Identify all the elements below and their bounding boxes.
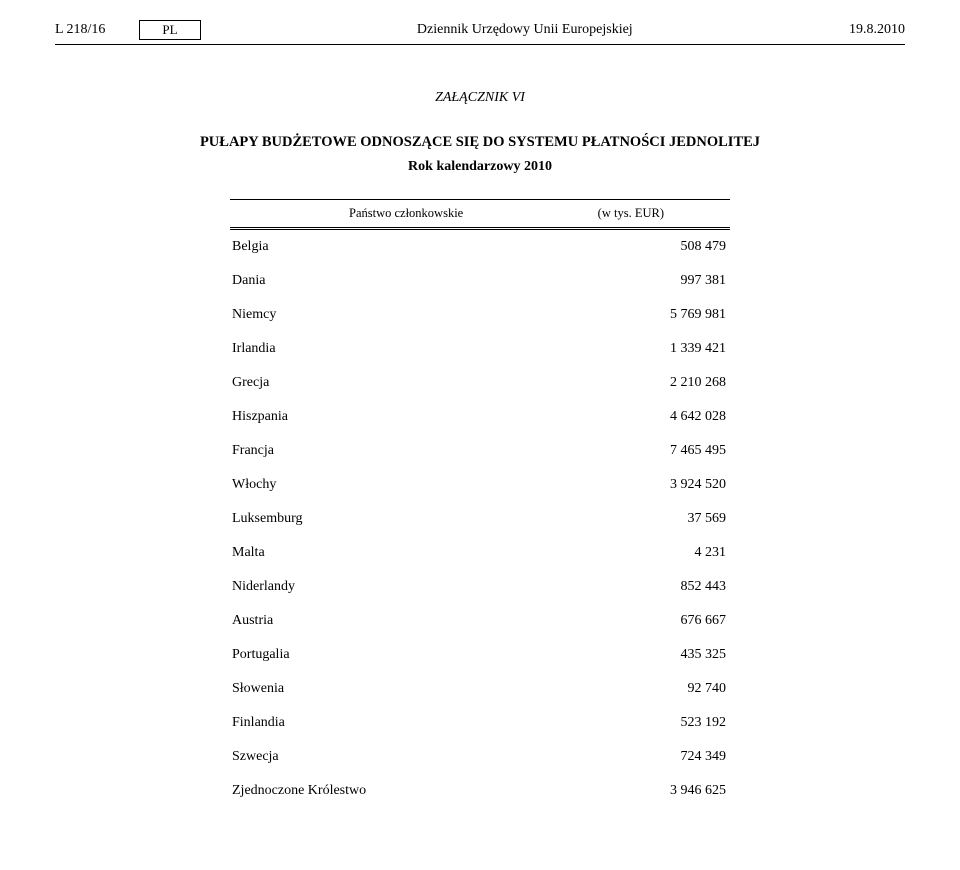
amount-value: 676 667 bbox=[616, 613, 726, 629]
header-left: L 218/16 PL bbox=[55, 20, 201, 40]
table-row: Niderlandy 852 443 bbox=[230, 570, 730, 604]
table-row: Irlandia 1 339 421 bbox=[230, 332, 730, 366]
language-box: PL bbox=[139, 20, 200, 40]
country-label: Hiszpania bbox=[232, 409, 288, 425]
amount-value: 4 642 028 bbox=[616, 409, 726, 425]
table-row: Niemcy 5 769 981 bbox=[230, 298, 730, 332]
table-row: Luksemburg 37 569 bbox=[230, 502, 730, 536]
amount-value: 4 231 bbox=[616, 545, 726, 561]
amount-value: 852 443 bbox=[616, 579, 726, 595]
country-label: Zjednoczone Królestwo bbox=[232, 783, 366, 799]
annex-label: ZAŁĄCZNIK VI bbox=[55, 90, 905, 106]
country-label: Austria bbox=[232, 613, 273, 629]
country-label: Włochy bbox=[232, 477, 276, 493]
country-label: Portugalia bbox=[232, 647, 290, 663]
amount-value: 724 349 bbox=[616, 749, 726, 765]
country-label: Luksemburg bbox=[232, 511, 303, 527]
amount-value: 508 479 bbox=[616, 239, 726, 255]
country-label: Grecja bbox=[232, 375, 269, 391]
table-row: Włochy 3 924 520 bbox=[230, 468, 730, 502]
table-row: Słowenia 92 740 bbox=[230, 672, 730, 706]
col-header-amount: (w tys. EUR) bbox=[598, 206, 726, 221]
amount-value: 7 465 495 bbox=[616, 443, 726, 459]
country-label: Malta bbox=[232, 545, 265, 561]
page-header: L 218/16 PL Dziennik Urzędowy Unii Europ… bbox=[55, 20, 905, 45]
table-row: Zjednoczone Królestwo 3 946 625 bbox=[230, 774, 730, 808]
country-label: Belgia bbox=[232, 239, 269, 255]
table-row: Dania 997 381 bbox=[230, 264, 730, 298]
amount-value: 37 569 bbox=[616, 511, 726, 527]
table-row: Malta 4 231 bbox=[230, 536, 730, 570]
budget-table: Państwo członkowskie (w tys. EUR) Belgia… bbox=[230, 199, 730, 808]
country-label: Słowenia bbox=[232, 681, 284, 697]
header-date: 19.8.2010 bbox=[849, 22, 905, 38]
table-row: Finlandia 523 192 bbox=[230, 706, 730, 740]
document-title: PUŁAPY BUDŻETOWE ODNOSZĄCE SIĘ DO SYSTEM… bbox=[55, 134, 905, 151]
amount-value: 1 339 421 bbox=[616, 341, 726, 357]
amount-value: 523 192 bbox=[616, 715, 726, 731]
col-header-country: Państwo członkowskie bbox=[234, 206, 463, 221]
table-row: Francja 7 465 495 bbox=[230, 434, 730, 468]
country-label: Niderlandy bbox=[232, 579, 295, 595]
amount-value: 5 769 981 bbox=[616, 307, 726, 323]
table-row: Austria 676 667 bbox=[230, 604, 730, 638]
table-row: Portugalia 435 325 bbox=[230, 638, 730, 672]
country-label: Finlandia bbox=[232, 715, 285, 731]
table-row: Hiszpania 4 642 028 bbox=[230, 400, 730, 434]
amount-value: 3 924 520 bbox=[616, 477, 726, 493]
country-label: Dania bbox=[232, 273, 265, 289]
page-reference: L 218/16 bbox=[55, 22, 105, 38]
document-subtitle: Rok kalendarzowy 2010 bbox=[55, 159, 905, 175]
country-label: Francja bbox=[232, 443, 274, 459]
country-label: Szwecja bbox=[232, 749, 279, 765]
amount-value: 2 210 268 bbox=[616, 375, 726, 391]
table-row: Belgia 508 479 bbox=[230, 230, 730, 264]
amount-value: 3 946 625 bbox=[616, 783, 726, 799]
table-row: Szwecja 724 349 bbox=[230, 740, 730, 774]
amount-value: 92 740 bbox=[616, 681, 726, 697]
table-row: Grecja 2 210 268 bbox=[230, 366, 730, 400]
table-header-row: Państwo członkowskie (w tys. EUR) bbox=[230, 199, 730, 228]
amount-value: 435 325 bbox=[616, 647, 726, 663]
country-label: Irlandia bbox=[232, 341, 276, 357]
amount-value: 997 381 bbox=[616, 273, 726, 289]
table-body: Belgia 508 479 Dania 997 381 Niemcy 5 769 981… bbox=[230, 229, 730, 808]
country-label: Niemcy bbox=[232, 307, 276, 323]
journal-title: Dziennik Urzędowy Unii Europejskiej bbox=[417, 22, 633, 38]
